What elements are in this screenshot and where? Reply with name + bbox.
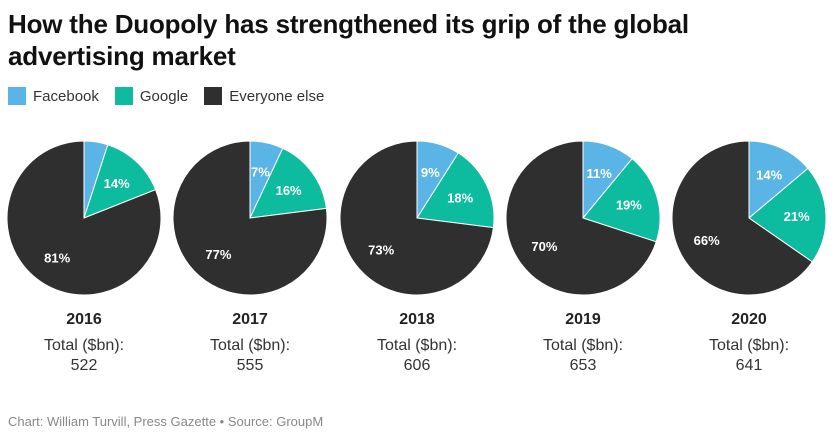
- pie-data-label: 14%: [104, 176, 130, 191]
- pie-slice-everyone-else: [505, 140, 657, 296]
- pie-slice-everyone-else: [671, 140, 813, 296]
- pie-data-label: 7%: [251, 164, 270, 179]
- pie-data-label: 77%: [205, 247, 231, 262]
- pie-caption-2017: 2017 Total ($bn): 555: [170, 310, 330, 376]
- legend-item-everyone-else: Everyone else: [204, 87, 324, 105]
- pie-data-label: 11%: [587, 166, 613, 181]
- pie-data-label: 14%: [756, 168, 782, 183]
- pie-2019: 11% 19% 70%: [505, 140, 661, 296]
- legend-swatch-google: [114, 87, 133, 105]
- pie-slice-everyone-else: [6, 140, 162, 296]
- pie-slice-google: [83, 144, 157, 219]
- total-label: Total ($bn):: [708, 337, 790, 354]
- legend-item-google: Google: [114, 87, 189, 105]
- year-label: 2016: [66, 311, 102, 328]
- pie-charts: 14% 81% 7% 16% 77% 9% 18% 73% 11% 19% 70% 14% 21% 66%: [6, 140, 827, 296]
- total-label: Total ($bn):: [209, 337, 291, 354]
- total-value: 606: [403, 357, 431, 374]
- total-label: Total ($bn):: [43, 337, 125, 354]
- pie-data-label: 21%: [784, 209, 810, 224]
- year-label: 2019: [565, 311, 601, 328]
- legend-label-facebook: Facebook: [33, 87, 99, 105]
- chart-title: How the Duopoly has strengthened its gri…: [8, 9, 689, 71]
- legend-swatch-facebook: [8, 87, 26, 105]
- legend: Facebook Google Everyone else: [8, 87, 340, 105]
- total-value: 641: [735, 357, 763, 374]
- pie-data-label: 66%: [694, 233, 720, 248]
- pie-slice-google: [416, 152, 495, 229]
- pie-slice-google: [748, 167, 827, 263]
- legend-label-google: Google: [139, 87, 189, 105]
- pie-caption-2016: 2016 Total ($bn): 522: [4, 310, 164, 376]
- pie-slice-google: [249, 147, 327, 219]
- pie-data-label: 81%: [44, 250, 70, 265]
- pie-caption-2020: 2020 Total ($bn): 641: [669, 310, 829, 376]
- legend-label-everyone-else: Everyone else: [229, 87, 325, 105]
- chart-footer: Chart: William Turvill, Press Gazette • …: [8, 414, 324, 429]
- pie-data-label: 70%: [531, 239, 557, 254]
- pie-slice-everyone-else: [172, 140, 328, 296]
- year-label: 2020: [731, 311, 767, 328]
- pie-data-label: 16%: [276, 183, 302, 198]
- total-label: Total ($bn):: [376, 337, 458, 354]
- pie-data-label: 73%: [368, 243, 394, 258]
- year-label: 2017: [232, 311, 268, 328]
- pie-slice-google: [582, 157, 661, 243]
- year-label: 2018: [399, 311, 435, 328]
- pie-data-label: 18%: [447, 191, 473, 206]
- pie-data-label: 19%: [616, 198, 642, 213]
- pie-2018: 9% 18% 73%: [339, 140, 495, 296]
- pie-2016: 14% 81%: [6, 140, 162, 296]
- total-value: 555: [236, 357, 264, 374]
- pie-2020: 14% 21% 66%: [671, 140, 827, 296]
- pie-caption-2019: 2019 Total ($bn): 653: [503, 310, 663, 376]
- total-value: 522: [70, 357, 98, 374]
- pie-slice-facebook: [748, 140, 809, 220]
- pie-caption-2018: 2018 Total ($bn): 606: [337, 310, 497, 376]
- pie-data-label: 9%: [421, 165, 440, 180]
- pie-2017: 7% 16% 77%: [172, 140, 328, 296]
- legend-swatch-everyone-else: [204, 87, 223, 105]
- total-value: 653: [569, 357, 597, 374]
- legend-item-facebook: Facebook: [8, 87, 99, 105]
- pie-slice-everyone-else: [339, 140, 494, 296]
- total-label: Total ($bn):: [542, 337, 624, 354]
